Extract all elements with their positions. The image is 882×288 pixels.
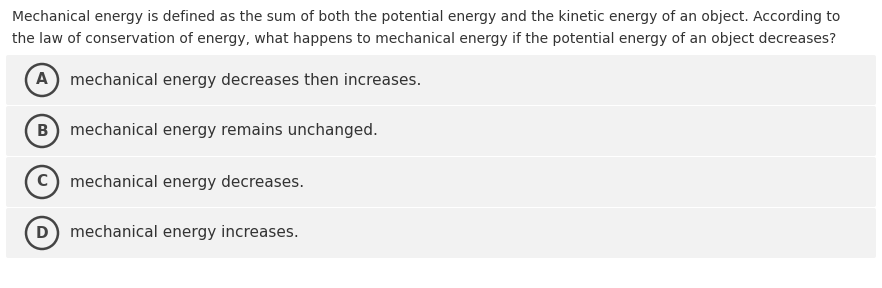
Text: B: B [36,124,48,139]
Text: mechanical energy remains unchanged.: mechanical energy remains unchanged. [70,124,377,139]
FancyBboxPatch shape [6,55,876,105]
Text: A: A [36,73,48,88]
Text: Mechanical energy is defined as the sum of both the potential energy and the kin: Mechanical energy is defined as the sum … [12,10,841,24]
Text: the law of conservation of energy, what happens to mechanical energy if the pote: the law of conservation of energy, what … [12,32,836,46]
FancyBboxPatch shape [6,157,876,207]
Ellipse shape [26,115,58,147]
FancyBboxPatch shape [6,208,876,258]
Text: D: D [35,226,49,240]
Text: mechanical energy decreases.: mechanical energy decreases. [70,175,304,190]
Ellipse shape [26,166,58,198]
Text: mechanical energy increases.: mechanical energy increases. [70,226,299,240]
Text: C: C [36,175,48,190]
FancyBboxPatch shape [6,106,876,156]
Text: mechanical energy decreases then increases.: mechanical energy decreases then increas… [70,73,422,88]
Ellipse shape [26,217,58,249]
Ellipse shape [26,64,58,96]
